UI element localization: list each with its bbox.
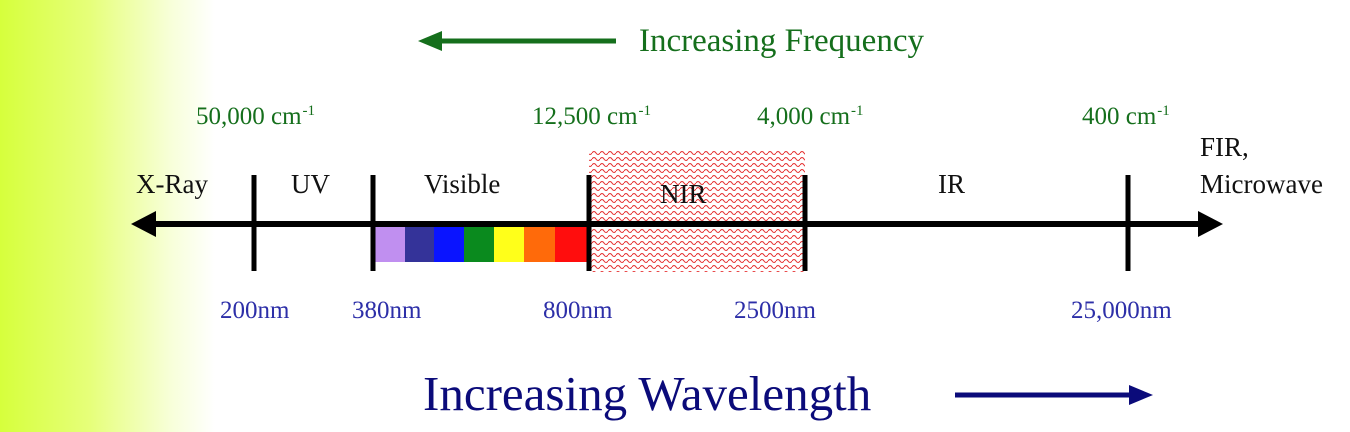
spectrum-orange bbox=[524, 224, 555, 262]
wavelength-2500nm-label: 2500nm bbox=[734, 297, 816, 324]
wavelength-25000nm-label: 25,000nm bbox=[1071, 297, 1172, 324]
visible-spectrum-band bbox=[375, 224, 588, 262]
frequency-arrow bbox=[418, 31, 616, 51]
wavenumber-4000-label: 4,000 cm-1 bbox=[757, 103, 864, 130]
region-nir-label: NIR bbox=[660, 179, 707, 209]
wavenumber-exponent: -1 bbox=[302, 103, 316, 119]
region-uv-label: UV bbox=[291, 169, 330, 199]
spectrum-red bbox=[555, 224, 588, 262]
region-xray-label: X-Ray bbox=[136, 169, 208, 199]
spectrum-axis bbox=[131, 211, 1223, 237]
wavenumber-12500-label: 12,500 cm-1 bbox=[532, 103, 652, 130]
spectrum-green bbox=[464, 224, 494, 262]
wavenumber-exponent: -1 bbox=[1157, 103, 1170, 119]
wavenumber-exponent: -1 bbox=[638, 103, 652, 119]
wavenumber-400-label: 400 cm-1 bbox=[1082, 103, 1170, 130]
wavelength-800nm-label: 800nm bbox=[543, 297, 613, 324]
wavenumber-50000-label: 50,000 cm-1 bbox=[196, 103, 316, 130]
nir-region bbox=[589, 150, 805, 272]
spectrum-violet bbox=[375, 224, 405, 262]
wavenumber-400-value: 400 cm bbox=[1082, 103, 1157, 130]
wavenumber-12500-value: 12,500 cm bbox=[532, 103, 638, 130]
region-fir-label-line1: FIR, bbox=[1200, 132, 1249, 162]
wavelength-200nm-label: 200nm bbox=[220, 297, 290, 324]
wavenumber-50000-value: 50,000 cm bbox=[196, 103, 302, 130]
wavenumber-4000-value: 4,000 cm bbox=[757, 103, 851, 130]
spectrum-blue bbox=[434, 224, 464, 262]
region-visible-label: Visible bbox=[424, 169, 501, 199]
wavelength-380nm-label: 380nm bbox=[352, 297, 422, 324]
wavenumber-exponent: -1 bbox=[851, 103, 864, 119]
region-ir-label: IR bbox=[938, 169, 965, 199]
spectrum-indigo bbox=[405, 224, 434, 262]
increasing-wavelength-label: Increasing Wavelength bbox=[423, 366, 872, 421]
spectrum-yellow bbox=[494, 224, 524, 262]
region-fir-label-line2: Microwave bbox=[1200, 169, 1323, 199]
increasing-frequency-label: Increasing Frequency bbox=[639, 23, 924, 59]
wavelength-arrow bbox=[955, 385, 1153, 405]
